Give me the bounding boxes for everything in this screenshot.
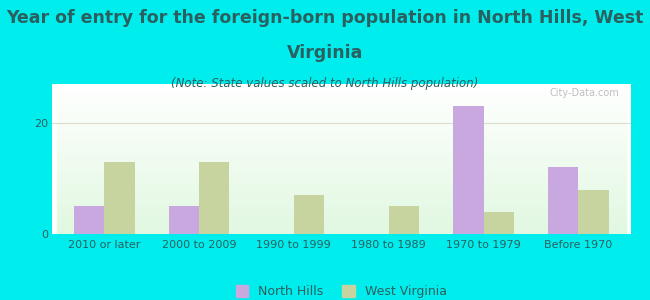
Bar [578, 190, 608, 234]
Bar [57, 159, 626, 161]
Bar [57, 167, 626, 169]
Bar [57, 142, 626, 144]
Bar [57, 127, 626, 129]
Bar [57, 129, 626, 131]
Bar [57, 164, 626, 167]
Bar [548, 167, 578, 234]
Bar [57, 157, 626, 159]
Bar [57, 194, 626, 196]
Bar [57, 154, 626, 157]
Bar [199, 162, 229, 234]
Bar [57, 226, 626, 229]
Text: (Note: State values scaled to North Hills population): (Note: State values scaled to North Hill… [172, 76, 478, 89]
Bar [57, 89, 626, 92]
Bar [57, 97, 626, 99]
Bar [57, 184, 626, 187]
Bar [57, 202, 626, 204]
Bar [484, 212, 514, 234]
Bar [57, 149, 626, 152]
Bar [57, 131, 626, 134]
Text: Virginia: Virginia [287, 44, 363, 62]
Bar [57, 152, 626, 154]
Bar [57, 99, 626, 101]
Bar [57, 92, 626, 94]
Bar [294, 195, 324, 234]
Bar [57, 189, 626, 191]
Bar [57, 209, 626, 212]
Text: City-Data.com: City-Data.com [549, 88, 619, 98]
Bar [57, 191, 626, 194]
Bar [57, 101, 626, 104]
Bar [57, 182, 626, 184]
Bar [57, 134, 626, 136]
Bar [57, 187, 626, 189]
Text: Year of entry for the foreign-born population in North Hills, West: Year of entry for the foreign-born popul… [6, 9, 644, 27]
Bar [57, 119, 626, 122]
Bar [57, 214, 626, 217]
Bar [57, 122, 626, 124]
Bar [57, 212, 626, 214]
Bar [57, 224, 626, 226]
Bar [57, 116, 626, 119]
Bar [57, 139, 626, 142]
Bar [168, 206, 199, 234]
Bar [57, 206, 626, 209]
Bar [57, 106, 626, 109]
Bar [57, 169, 626, 172]
Bar [389, 206, 419, 234]
Bar [57, 144, 626, 146]
Bar [57, 86, 626, 89]
Bar [57, 94, 626, 97]
Bar [57, 196, 626, 199]
Bar [57, 217, 626, 219]
Bar [57, 84, 626, 86]
Bar [57, 104, 626, 106]
Bar [74, 206, 104, 234]
Bar [57, 172, 626, 174]
Bar [57, 199, 626, 202]
Bar [57, 146, 626, 149]
Bar [57, 179, 626, 182]
Bar [57, 161, 626, 164]
Bar [57, 109, 626, 112]
Bar [104, 162, 135, 234]
Bar [57, 136, 626, 139]
Bar [453, 106, 484, 234]
Bar [57, 176, 626, 179]
Bar [57, 174, 626, 176]
Bar [57, 204, 626, 206]
Bar [57, 229, 626, 232]
Bar [57, 219, 626, 221]
Bar [57, 232, 626, 234]
Bar [57, 112, 626, 114]
Legend: North Hills, West Virginia: North Hills, West Virginia [236, 285, 447, 298]
Bar [57, 114, 626, 116]
Bar [57, 221, 626, 224]
Bar [57, 124, 626, 127]
